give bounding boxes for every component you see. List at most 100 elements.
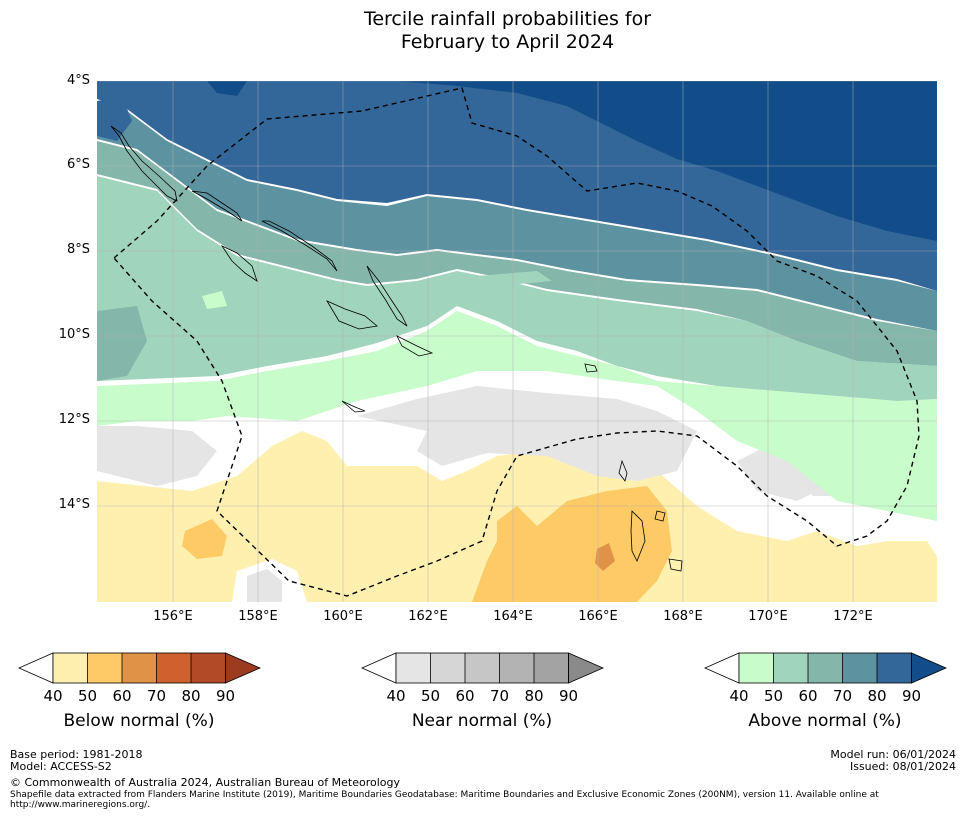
colorbar-near-tick: 60 (455, 687, 475, 705)
island-choiseul (191, 190, 243, 222)
footer-model: Model: ACCESS-S2 (10, 760, 112, 773)
colorbar-above-tick: 70 (832, 687, 853, 705)
above-50-60-band (97, 176, 937, 401)
below-50-60-region-south (472, 486, 672, 602)
colorbar-above-tick: 40 (729, 687, 749, 705)
colorbar-above-swatch-50-60 (773, 653, 808, 683)
colorbar-below-max-arrow (225, 652, 262, 684)
below-50-60-region-west (182, 519, 227, 559)
above-80-patch-west (97, 96, 132, 141)
near-40-50-centre (357, 386, 697, 481)
lon-label-166e: 166°E (578, 609, 618, 624)
lon-label-158e: 158°E (238, 609, 278, 624)
below-60-70-region (595, 543, 615, 571)
graticule (97, 81, 937, 602)
colorbar-below-tick: 40 (43, 687, 63, 705)
colorbar-above-min-arrow (704, 652, 740, 684)
island-malaita (366, 265, 408, 327)
colorbar-near-label: Near normal (%) (411, 711, 553, 731)
colorbar-near-swatch-60-70 (465, 653, 500, 683)
colorbar-below-tick: 70 (146, 687, 167, 705)
colorbar-near-tick: 80 (524, 687, 544, 705)
lat-label-10s: 10°S (58, 327, 90, 342)
island-new-georgia (220, 245, 258, 282)
footer-shapefile-line-2: http://www.marineregions.org/. (10, 800, 151, 810)
island-erromango (668, 558, 683, 572)
lon-label-164e: 164°E (493, 609, 533, 624)
colorbar-above-label: Above normal (%) (748, 711, 902, 731)
footer-shapefile-credit: Shapefile data extracted from Flanders M… (10, 790, 950, 810)
colorbar-near-tick: 50 (420, 687, 441, 705)
colorbar-below-tick: 90 (215, 687, 236, 705)
footer-base-period: Base period: 1981-2018 (10, 748, 143, 761)
colorbar-above-swatch-80-90 (877, 653, 912, 683)
colorbar-near-swatch-70-80 (499, 653, 534, 683)
colorbar-below-swatch-40-50 (53, 653, 88, 683)
lat-label-6s: 6°S (66, 157, 90, 172)
colorbar-near-swatches (361, 652, 605, 684)
colorbar-above-tick: 50 (763, 687, 784, 705)
island-guadalcanal (326, 300, 378, 330)
above-70-80-band (97, 101, 937, 331)
colorbar-below-label: Below normal (%) (63, 711, 215, 731)
island-santa-isabel (261, 220, 338, 272)
coastlines (110, 125, 683, 572)
title-line-1: Tercile rainfall probabilities for (363, 8, 652, 30)
colorbar-below-tick: 80 (181, 687, 201, 705)
footer-copyright: © Commonwealth of Australia 2024, Austra… (10, 776, 400, 789)
above-50-patch-green (477, 271, 552, 286)
colorbar-near-min-arrow (361, 652, 397, 684)
colorbar-below-swatch-60-70 (122, 653, 157, 683)
title-line-2: February to April 2024 (400, 31, 615, 53)
island-rennell (341, 400, 366, 413)
colorbar-above-swatch-70-80 (842, 653, 877, 683)
colorbar-near-swatch-80-90 (534, 653, 569, 683)
lon-label-156e: 156°E (153, 609, 193, 624)
above-90-plus-region (397, 81, 937, 241)
island-makira (396, 335, 434, 357)
colorbar-below-normal: 40 50 60 70 80 90 Below normal (%) (18, 651, 278, 741)
above-90-patch-nw (207, 81, 247, 96)
lon-label-172e: 172°E (833, 609, 873, 624)
colorbar-near-tick: 90 (558, 687, 579, 705)
colorbar-above-max-arrow (911, 652, 948, 684)
footer-model-run: Model run: 06/01/2024 (830, 748, 956, 761)
colorbar-near-tick: 70 (489, 687, 510, 705)
colorbar-near-swatch-50-60 (430, 653, 465, 683)
colorbar-above-tick: 90 (901, 687, 922, 705)
colorbar-below-swatch-50-60 (87, 653, 122, 683)
island-santa-cruz (584, 363, 598, 373)
colorbar-above-tick: 60 (798, 687, 818, 705)
colorbar-above-swatch-60-70 (808, 653, 843, 683)
lon-label-162e: 162°E (408, 609, 448, 624)
lat-label-12s: 12°S (58, 412, 90, 427)
colorbar-near-swatch-40-50 (396, 653, 431, 683)
colorbar-above-tick: 80 (867, 687, 887, 705)
lon-label-170e: 170°E (748, 609, 788, 624)
above-60-70-band (97, 141, 937, 366)
rainfall-probability-map (97, 81, 937, 602)
island-malekula (630, 510, 646, 562)
island-efate (654, 510, 666, 522)
lat-label-8s: 8°S (66, 242, 90, 257)
chart-title: Tercile rainfall probabilities for Febru… (0, 8, 965, 54)
eez-boundary (113, 87, 920, 597)
colorbar-below-tick: 50 (77, 687, 98, 705)
colorbar-above-swatches (704, 652, 948, 684)
footer-shapefile-line-1: Shapefile data extracted from Flanders M… (10, 790, 879, 800)
footer-issued: Issued: 08/01/2024 (849, 760, 956, 773)
island-espiritu-santo (618, 459, 628, 482)
colorbar-below-swatch-80-90 (191, 653, 226, 683)
colorbar-below-swatches (18, 652, 262, 684)
above-40-patch-green (202, 291, 227, 309)
colorbar-below-swatch-70-80 (156, 653, 191, 683)
lon-label-168e: 168°E (663, 609, 703, 624)
near-40-50-patch-sw (247, 569, 282, 602)
lon-label-160e: 160°E (323, 609, 363, 624)
island-bougainville (110, 125, 178, 202)
near-40-50-band (97, 426, 217, 486)
colorbar-above-swatch-40-50 (739, 653, 774, 683)
white-patch-east (787, 501, 937, 546)
colorbar-near-tick: 40 (386, 687, 406, 705)
colorbar-above-normal: 40 50 60 70 80 90 Above normal (%) (704, 651, 964, 741)
